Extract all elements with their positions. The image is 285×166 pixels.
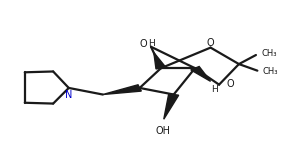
- Polygon shape: [103, 85, 141, 94]
- Text: O: O: [226, 79, 234, 89]
- Text: H: H: [148, 39, 155, 48]
- Text: O: O: [207, 38, 214, 48]
- Polygon shape: [154, 53, 166, 69]
- Polygon shape: [164, 94, 179, 119]
- Text: CH₃: CH₃: [261, 49, 276, 58]
- Text: OH: OH: [156, 126, 171, 136]
- Text: N: N: [64, 90, 72, 100]
- Text: CH₃: CH₃: [262, 67, 278, 76]
- Text: O: O: [139, 39, 147, 49]
- Polygon shape: [191, 67, 211, 81]
- Text: H: H: [211, 85, 218, 94]
